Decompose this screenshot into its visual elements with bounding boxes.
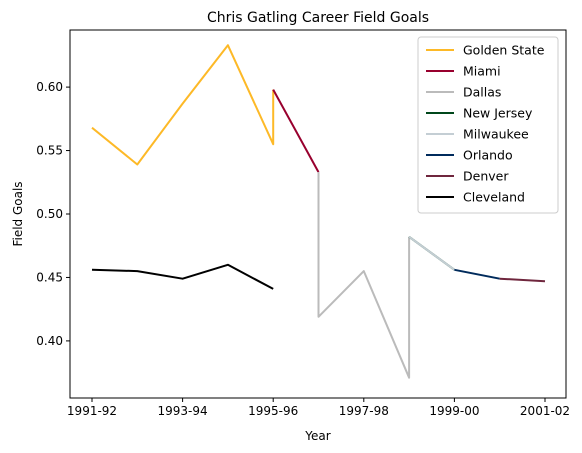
legend-label: Orlando <box>463 148 513 163</box>
legend-label: Cleveland <box>463 190 525 205</box>
x-axis-label: Year <box>304 429 330 443</box>
x-tick-label: 1995-96 <box>248 404 298 418</box>
x-tick-label: 2001-02 <box>520 404 570 418</box>
y-axis-ticks: 0.40 0.45 0.50 0.55 0.60 <box>36 80 70 348</box>
y-tick-label: 0.45 <box>36 270 63 284</box>
series-line-dallas <box>317 172 411 379</box>
chart-title: Chris Gatling Career Field Goals <box>207 10 429 26</box>
legend-label: Milwaukee <box>463 127 529 142</box>
series-line-miami <box>272 89 320 173</box>
y-tick-label: 0.50 <box>36 207 63 221</box>
series-line-cleveland <box>91 263 274 290</box>
series-line-denver <box>499 277 546 283</box>
y-tick-label: 0.55 <box>36 144 63 158</box>
legend: Golden State Miami Dallas New Jersey Milwauk… <box>417 36 559 214</box>
series-line-milwaukee <box>408 235 455 271</box>
plot-lines <box>91 44 546 379</box>
legend-label: Denver <box>463 169 509 184</box>
legend-label: New Jersey <box>463 106 533 121</box>
legend-box <box>417 36 559 214</box>
series-line-orlando <box>454 268 500 280</box>
y-tick-label: 0.40 <box>36 334 63 348</box>
x-tick-label: 1993-94 <box>158 404 208 418</box>
legend-label: Dallas <box>463 85 501 100</box>
x-tick-label: 1999-00 <box>429 404 479 418</box>
y-tick-label: 0.60 <box>36 80 63 94</box>
x-tick-label: 1991-92 <box>67 404 117 418</box>
legend-label: Miami <box>463 64 501 79</box>
y-axis-label: Field Goals <box>11 181 25 246</box>
x-axis-ticks: 1991-92 1993-94 1995-96 1997-98 1999-00 2001-… <box>67 398 570 418</box>
legend-label: Golden State <box>463 43 545 58</box>
series-line-golden-state <box>91 44 275 166</box>
x-tick-label: 1997-98 <box>339 404 389 418</box>
